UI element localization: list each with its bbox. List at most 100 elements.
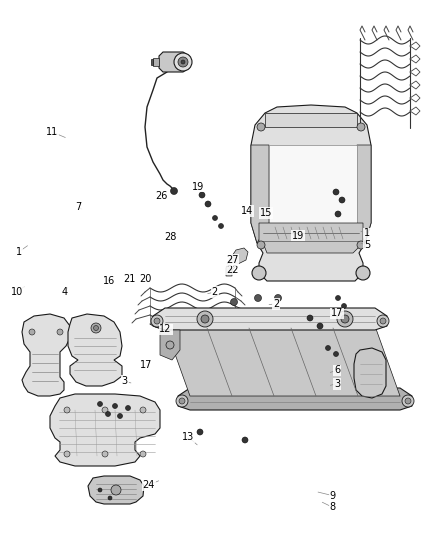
Polygon shape [68, 314, 122, 386]
Circle shape [197, 311, 213, 327]
Circle shape [181, 60, 185, 64]
Text: 28: 28 [165, 232, 177, 242]
Polygon shape [178, 388, 412, 410]
Circle shape [377, 315, 389, 327]
Text: 13: 13 [182, 432, 194, 442]
Circle shape [179, 398, 185, 404]
Circle shape [257, 123, 265, 131]
Circle shape [140, 407, 146, 413]
Circle shape [339, 197, 345, 203]
Polygon shape [160, 330, 180, 360]
Circle shape [356, 266, 370, 280]
Text: 11: 11 [46, 127, 59, 137]
Text: 19: 19 [192, 182, 204, 191]
Circle shape [252, 266, 266, 280]
Polygon shape [22, 314, 70, 396]
Text: 8: 8 [330, 503, 336, 512]
Circle shape [199, 192, 205, 198]
Circle shape [242, 437, 248, 443]
Circle shape [170, 188, 177, 195]
Text: 9: 9 [330, 491, 336, 500]
Text: 12: 12 [159, 325, 172, 334]
Polygon shape [251, 105, 371, 281]
Circle shape [64, 451, 70, 457]
Circle shape [117, 414, 123, 418]
Circle shape [341, 315, 349, 323]
Circle shape [102, 451, 108, 457]
Polygon shape [357, 145, 371, 243]
Polygon shape [165, 326, 400, 396]
Text: 2: 2 [212, 287, 218, 297]
Polygon shape [151, 59, 153, 65]
Circle shape [98, 401, 102, 407]
Circle shape [342, 303, 346, 309]
Text: 16: 16 [102, 277, 115, 286]
Circle shape [111, 485, 121, 495]
Circle shape [254, 295, 261, 302]
Circle shape [357, 123, 365, 131]
Text: 7: 7 [75, 202, 81, 212]
Circle shape [257, 241, 265, 249]
Polygon shape [265, 113, 357, 127]
Circle shape [405, 398, 411, 404]
Circle shape [335, 211, 341, 217]
Circle shape [197, 429, 203, 435]
Circle shape [275, 295, 282, 302]
Text: 14: 14 [241, 206, 254, 216]
Circle shape [337, 311, 353, 327]
Text: 5: 5 [364, 240, 370, 250]
Polygon shape [153, 58, 159, 66]
Text: 21: 21 [124, 274, 136, 284]
Circle shape [106, 411, 110, 416]
Polygon shape [88, 476, 144, 504]
Polygon shape [153, 308, 387, 330]
Circle shape [29, 329, 35, 335]
Circle shape [93, 326, 99, 330]
Circle shape [178, 57, 188, 67]
Text: 10: 10 [11, 287, 23, 297]
Text: 27: 27 [226, 255, 238, 265]
Circle shape [333, 351, 339, 357]
Circle shape [325, 345, 331, 351]
Text: 24: 24 [143, 480, 155, 490]
Text: 2: 2 [273, 299, 279, 309]
Text: 15: 15 [260, 208, 272, 218]
Text: 1: 1 [16, 247, 22, 256]
Text: 22: 22 [226, 265, 238, 274]
Circle shape [166, 341, 174, 349]
Circle shape [102, 407, 108, 413]
Circle shape [57, 329, 63, 335]
Circle shape [230, 298, 237, 305]
Circle shape [151, 315, 163, 327]
Text: 6: 6 [334, 366, 340, 375]
Circle shape [113, 403, 117, 408]
Text: 17: 17 [331, 309, 343, 318]
Text: 26: 26 [155, 191, 167, 201]
Polygon shape [159, 52, 189, 72]
Text: 19: 19 [292, 231, 304, 240]
Circle shape [91, 323, 101, 333]
Text: 3: 3 [122, 376, 128, 386]
Text: 17: 17 [140, 360, 152, 370]
Polygon shape [251, 145, 269, 243]
Polygon shape [354, 348, 386, 398]
Circle shape [402, 395, 414, 407]
Text: 3: 3 [334, 379, 340, 389]
Circle shape [307, 315, 313, 321]
Text: 4: 4 [62, 287, 68, 297]
Circle shape [357, 241, 365, 249]
Circle shape [333, 189, 339, 195]
Circle shape [174, 53, 192, 71]
Circle shape [380, 318, 386, 324]
Circle shape [205, 201, 211, 207]
Circle shape [201, 315, 209, 323]
Circle shape [176, 395, 188, 407]
Polygon shape [226, 248, 248, 276]
Circle shape [212, 215, 218, 221]
Circle shape [126, 406, 131, 410]
Circle shape [108, 496, 112, 500]
Circle shape [317, 323, 323, 329]
Circle shape [219, 223, 223, 229]
Circle shape [140, 451, 146, 457]
Polygon shape [259, 223, 363, 253]
